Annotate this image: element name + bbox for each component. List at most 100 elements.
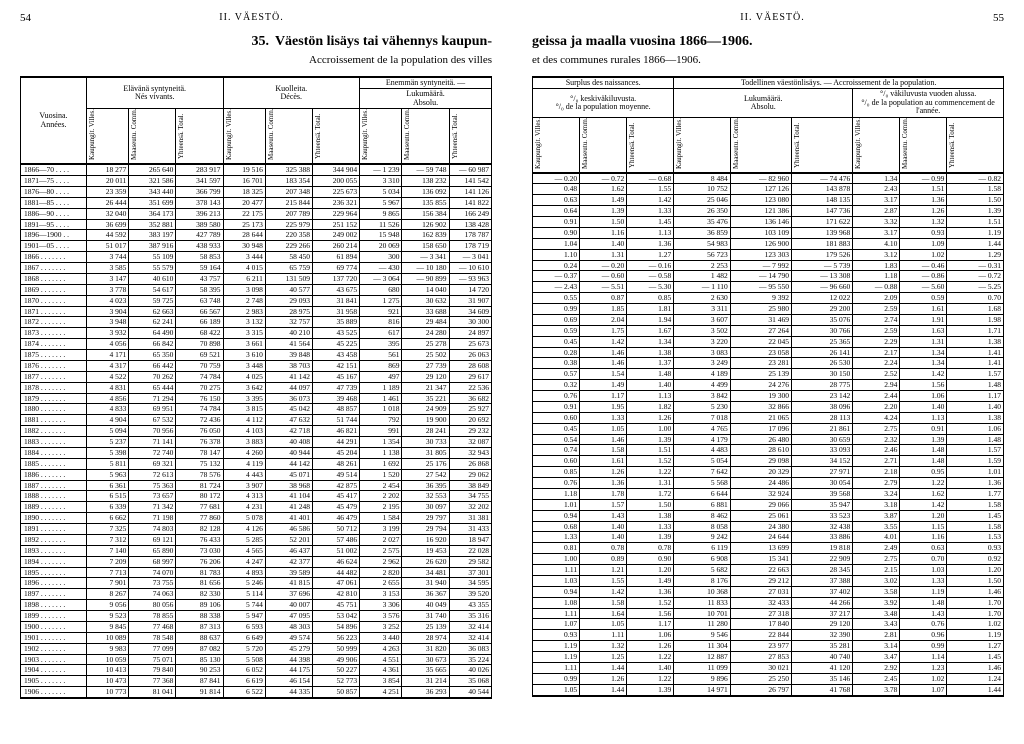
- data-cell: 5 246: [223, 578, 265, 589]
- data-cell: 1.43: [900, 608, 947, 619]
- data-cell: 1.58: [947, 499, 1004, 510]
- data-cell: 0.81: [533, 543, 580, 554]
- data-cell: 1.34: [900, 347, 947, 358]
- data-cell: 1.31: [580, 249, 627, 260]
- data-cell: 28 608: [449, 360, 491, 371]
- data-cell: 81 724: [176, 480, 223, 491]
- data-cell: 32 087: [449, 437, 491, 448]
- data-cell: 0.85: [627, 293, 674, 304]
- data-cell: 2 454: [360, 480, 402, 491]
- data-cell: 11 304: [674, 641, 731, 652]
- data-cell: — 0.99: [900, 173, 947, 184]
- data-cell: 44 142: [265, 458, 312, 469]
- year-cell: 1886—90 . . . .: [21, 208, 87, 219]
- data-cell: 3 315: [223, 328, 265, 339]
- data-cell: 0.87: [580, 293, 627, 304]
- data-cell: 7 140: [86, 545, 128, 556]
- data-cell: 3.47: [853, 652, 900, 663]
- table-row: 0.741.581.514 48328 61033 0932.461.481.5…: [533, 445, 1004, 456]
- table-row: 0.321.491.404 49924 27628 7752.941.561.4…: [533, 380, 1004, 391]
- data-cell: 3 744: [86, 252, 128, 263]
- data-cell: 69 774: [312, 263, 359, 274]
- table-row: 0.681.401.338 05824 38032 4383.551.151.5…: [533, 521, 1004, 532]
- data-cell: 2.09: [853, 293, 900, 304]
- data-cell: 2 253: [674, 260, 731, 271]
- data-cell: 20 329: [730, 467, 791, 478]
- data-cell: 325 388: [265, 164, 312, 175]
- data-cell: 13 699: [730, 543, 791, 554]
- data-cell: 9 546: [674, 630, 731, 641]
- data-cell: 8 484: [674, 173, 731, 184]
- year-cell: 1876—80 . . . .: [21, 186, 87, 197]
- data-cell: 69 521: [176, 350, 223, 361]
- data-cell: 5 811: [86, 458, 128, 469]
- data-cell: 4 247: [223, 556, 265, 567]
- data-cell: 71 198: [129, 513, 176, 524]
- data-cell: 41 120: [792, 662, 853, 673]
- data-cell: 1.34: [900, 358, 947, 369]
- data-cell: — 0.72: [580, 173, 627, 184]
- data-cell: 0.91: [533, 401, 580, 412]
- data-cell: 1.31: [627, 478, 674, 489]
- data-cell: 4 056: [86, 339, 128, 350]
- data-cell: 2 962: [360, 556, 402, 567]
- data-cell: 43 675: [312, 284, 359, 295]
- data-cell: 2.17: [853, 347, 900, 358]
- data-cell: 1.13: [900, 412, 947, 423]
- data-cell: 137 720: [312, 273, 359, 284]
- data-cell: 1.11: [580, 630, 627, 641]
- data-cell: 9 865: [360, 208, 402, 219]
- data-cell: 71 141: [129, 437, 176, 448]
- head-surplus-top: Enemmän syntyneitä. —: [360, 77, 492, 89]
- data-cell: 22 045: [730, 336, 791, 347]
- table-row: 1878 . . . . . . .4 83165 44470 2753 642…: [21, 382, 492, 393]
- data-cell: 14 971: [674, 684, 731, 695]
- data-cell: — 93 963: [449, 273, 491, 284]
- data-cell: 77 860: [176, 513, 223, 524]
- data-cell: 351 699: [129, 197, 176, 208]
- data-cell: 1.26: [900, 206, 947, 217]
- data-cell: 8 176: [674, 575, 731, 586]
- data-cell: 1.21: [580, 565, 627, 576]
- data-cell: 45 751: [312, 600, 359, 611]
- table-row: 0.451.051.004 76517 09621 8612.750.911.0…: [533, 423, 1004, 434]
- data-cell: 26 868: [449, 458, 491, 469]
- data-cell: 40 408: [265, 437, 312, 448]
- table-row: 0.481.621.5510 752127 126143 8782.431.51…: [533, 184, 1004, 195]
- data-cell: 1.38: [947, 336, 1004, 347]
- data-cell: 27 542: [402, 469, 449, 480]
- data-cell: 56 723: [674, 249, 731, 260]
- data-cell: 1.39: [627, 684, 674, 695]
- table-row: 1882 . . . . . . .5 09470 95676 0504 103…: [21, 426, 492, 437]
- data-cell: 0.96: [900, 630, 947, 641]
- data-cell: 8 267: [86, 589, 128, 600]
- data-cell: 64 490: [129, 328, 176, 339]
- data-cell: 162 839: [402, 230, 449, 241]
- data-cell: 44 175: [265, 665, 312, 676]
- data-cell: 4 112: [223, 415, 265, 426]
- subtitle-right: et des communes rurales 1866—1906.: [532, 54, 1004, 66]
- data-cell: 4 189: [674, 369, 731, 380]
- data-cell: 42 377: [265, 556, 312, 567]
- data-cell: 141 126: [449, 186, 491, 197]
- data-cell: 497: [360, 371, 402, 382]
- data-cell: 1.09: [900, 238, 947, 249]
- data-cell: — 3 041: [449, 252, 491, 263]
- data-cell: 74 063: [129, 589, 176, 600]
- data-cell: 38 096: [792, 401, 853, 412]
- data-cell: 0.85: [533, 467, 580, 478]
- data-cell: 1 520: [360, 469, 402, 480]
- data-cell: 58 450: [265, 252, 312, 263]
- data-cell: — 0.31: [947, 260, 1004, 271]
- table-row: 1886—90 . . . .32 040364 173396 21322 17…: [21, 208, 492, 219]
- data-cell: 25 278: [402, 339, 449, 350]
- data-cell: 1.13: [627, 227, 674, 238]
- table-row: 0.931.111.069 54622 84432 3902.810.961.1…: [533, 630, 1004, 641]
- data-cell: 29 794: [402, 524, 449, 535]
- data-cell: 35 068: [449, 676, 491, 687]
- data-cell: 6 644: [674, 488, 731, 499]
- data-cell: 5 568: [674, 478, 731, 489]
- data-cell: 3 220: [674, 336, 731, 347]
- data-cell: 1.19: [533, 641, 580, 652]
- data-cell: 44 482: [312, 567, 359, 578]
